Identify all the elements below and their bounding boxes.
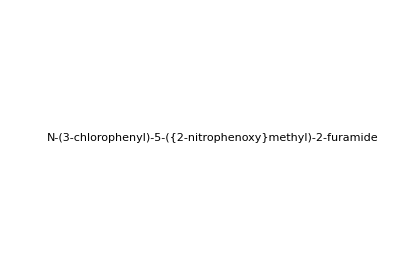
Text: N-(3-chlorophenyl)-5-({2-nitrophenoxy}methyl)-2-furamide: N-(3-chlorophenyl)-5-({2-nitrophenoxy}me… bbox=[47, 133, 378, 143]
